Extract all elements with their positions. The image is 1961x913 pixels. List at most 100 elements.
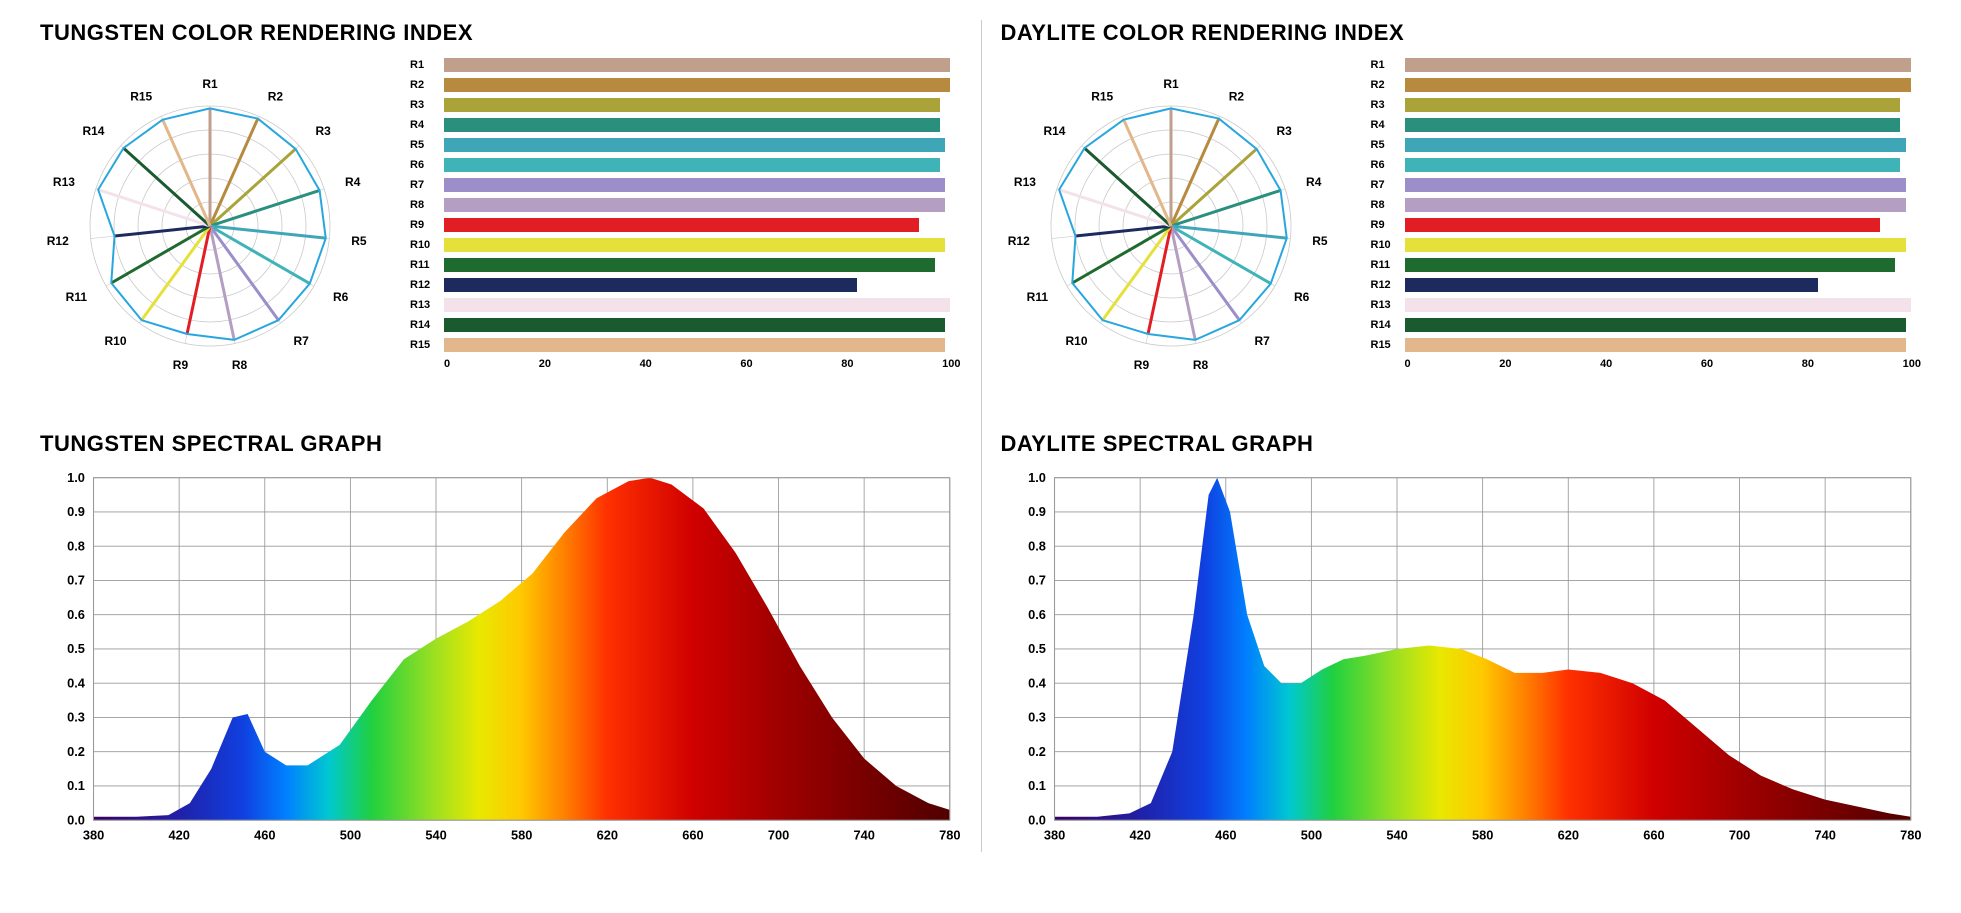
bar-track (1405, 278, 1922, 292)
x-tick-label: 580 (1471, 827, 1492, 842)
daylite-radar: R1R2R3R4R5R6R7R8R9R10R11R12R13R14R15 (1001, 56, 1341, 401)
radar-label: R15 (1091, 89, 1113, 103)
y-tick-label: 0.1 (1028, 778, 1046, 793)
y-tick-label: 0.2 (67, 744, 85, 759)
bar-row: R15 (1371, 336, 1922, 354)
bar-row: R14 (410, 316, 961, 334)
bar-track (1405, 118, 1922, 132)
radar-label: R3 (1276, 124, 1292, 138)
x-tick-label: 460 (1215, 827, 1236, 842)
bar-row: R3 (1371, 96, 1922, 114)
bar-fill (444, 278, 857, 292)
y-tick-label: 0.3 (67, 710, 85, 725)
bar-row: R1 (410, 56, 961, 74)
radar-label: R11 (1026, 290, 1048, 304)
bar-label: R14 (1371, 319, 1405, 331)
bar-track (444, 338, 961, 352)
bar-row: R9 (410, 216, 961, 234)
bar-fill (1405, 198, 1906, 212)
bar-fill (1405, 98, 1901, 112)
bar-row: R2 (410, 76, 961, 94)
bar-row: R8 (1371, 196, 1922, 214)
bar-label: R14 (410, 319, 444, 331)
daylite-spectral: 0.00.10.20.30.40.50.60.70.80.91.03804204… (1001, 467, 1922, 852)
bar-row: R10 (410, 236, 961, 254)
x-tick-label: 740 (853, 827, 874, 842)
bar-label: R12 (1371, 279, 1405, 291)
bar-axis-tick: 20 (539, 358, 551, 370)
x-tick-label: 780 (1900, 827, 1921, 842)
y-tick-label: 0.4 (67, 675, 86, 690)
tungsten-radar: R1R2R3R4R5R6R7R8R9R10R11R12R13R14R15 (40, 56, 380, 401)
radar-label: R10 (105, 334, 127, 348)
bar-row: R4 (410, 116, 961, 134)
x-tick-label: 540 (1386, 827, 1407, 842)
bar-track (444, 158, 961, 172)
daylite-cri-row: R1R2R3R4R5R6R7R8R9R10R11R12R13R14R15 R1R… (1001, 56, 1922, 401)
bar-axis-tick: 40 (1600, 358, 1612, 370)
x-tick-label: 660 (682, 827, 703, 842)
y-tick-label: 0.8 (67, 538, 85, 553)
bar-label: R10 (410, 239, 444, 251)
bar-label: R13 (410, 299, 444, 311)
radar-label: R14 (82, 124, 104, 138)
bar-fill (444, 198, 945, 212)
y-tick-label: 0.2 (1028, 744, 1046, 759)
x-tick-label: 540 (425, 827, 446, 842)
bar-axis-tick: 20 (1499, 358, 1511, 370)
radar-label: R12 (1007, 234, 1029, 248)
bar-track (1405, 238, 1922, 252)
bar-label: R1 (1371, 59, 1405, 71)
bar-fill (1405, 218, 1880, 232)
daylite-cri-title: DAYLITE COLOR RENDERING INDEX (1001, 20, 1922, 46)
y-tick-label: 0.0 (67, 812, 85, 827)
radar-label: R7 (293, 334, 309, 348)
bar-fill (1405, 58, 1911, 72)
bar-track (1405, 298, 1922, 312)
bar-label: R3 (410, 99, 444, 111)
bar-fill (1405, 338, 1906, 352)
bar-axis-tick: 100 (1903, 358, 1921, 370)
bar-row: R4 (1371, 116, 1922, 134)
tungsten-spectral-panel: TUNGSTEN SPECTRAL GRAPH 0.00.10.20.30.40… (40, 431, 961, 852)
bar-track (444, 198, 961, 212)
bar-axis-tick: 0 (444, 358, 450, 370)
y-tick-label: 0.8 (1028, 538, 1046, 553)
y-tick-label: 0.5 (1028, 641, 1046, 656)
bar-axis-tick: 80 (1802, 358, 1814, 370)
bar-fill (444, 138, 945, 152)
bar-row: R13 (1371, 296, 1922, 314)
bar-label: R12 (410, 279, 444, 291)
bar-label: R6 (1371, 159, 1405, 171)
bar-label: R5 (410, 139, 444, 151)
radar-label: R12 (47, 234, 69, 248)
tungsten-bars: R1R2R3R4R5R6R7R8R9R10R11R12R13R14R150204… (410, 56, 961, 370)
tungsten-cri-panel: TUNGSTEN COLOR RENDERING INDEX R1R2R3R4R… (40, 20, 961, 401)
bar-track (444, 278, 961, 292)
radar-label: R13 (1013, 175, 1035, 189)
bar-label: R6 (410, 159, 444, 171)
bar-track (1405, 258, 1922, 272)
bar-label: R10 (1371, 239, 1405, 251)
bar-row: R15 (410, 336, 961, 354)
bar-row: R13 (410, 296, 961, 314)
radar-label: R9 (173, 358, 189, 372)
radar-label: R2 (268, 89, 284, 103)
bar-fill (1405, 118, 1901, 132)
bar-track (1405, 78, 1922, 92)
x-tick-label: 780 (939, 827, 960, 842)
bar-track (1405, 138, 1922, 152)
radar-label: R15 (130, 89, 152, 103)
x-tick-label: 380 (83, 827, 104, 842)
bar-track (1405, 318, 1922, 332)
bar-axis-tick: 0 (1405, 358, 1411, 370)
x-tick-label: 740 (1814, 827, 1835, 842)
bar-label: R11 (410, 259, 444, 271)
bar-row: R2 (1371, 76, 1922, 94)
bar-row: R10 (1371, 236, 1922, 254)
y-tick-label: 0.0 (1028, 812, 1046, 827)
bar-label: R5 (1371, 139, 1405, 151)
x-tick-label: 580 (511, 827, 532, 842)
bar-row: R5 (1371, 136, 1922, 154)
x-tick-label: 500 (340, 827, 361, 842)
